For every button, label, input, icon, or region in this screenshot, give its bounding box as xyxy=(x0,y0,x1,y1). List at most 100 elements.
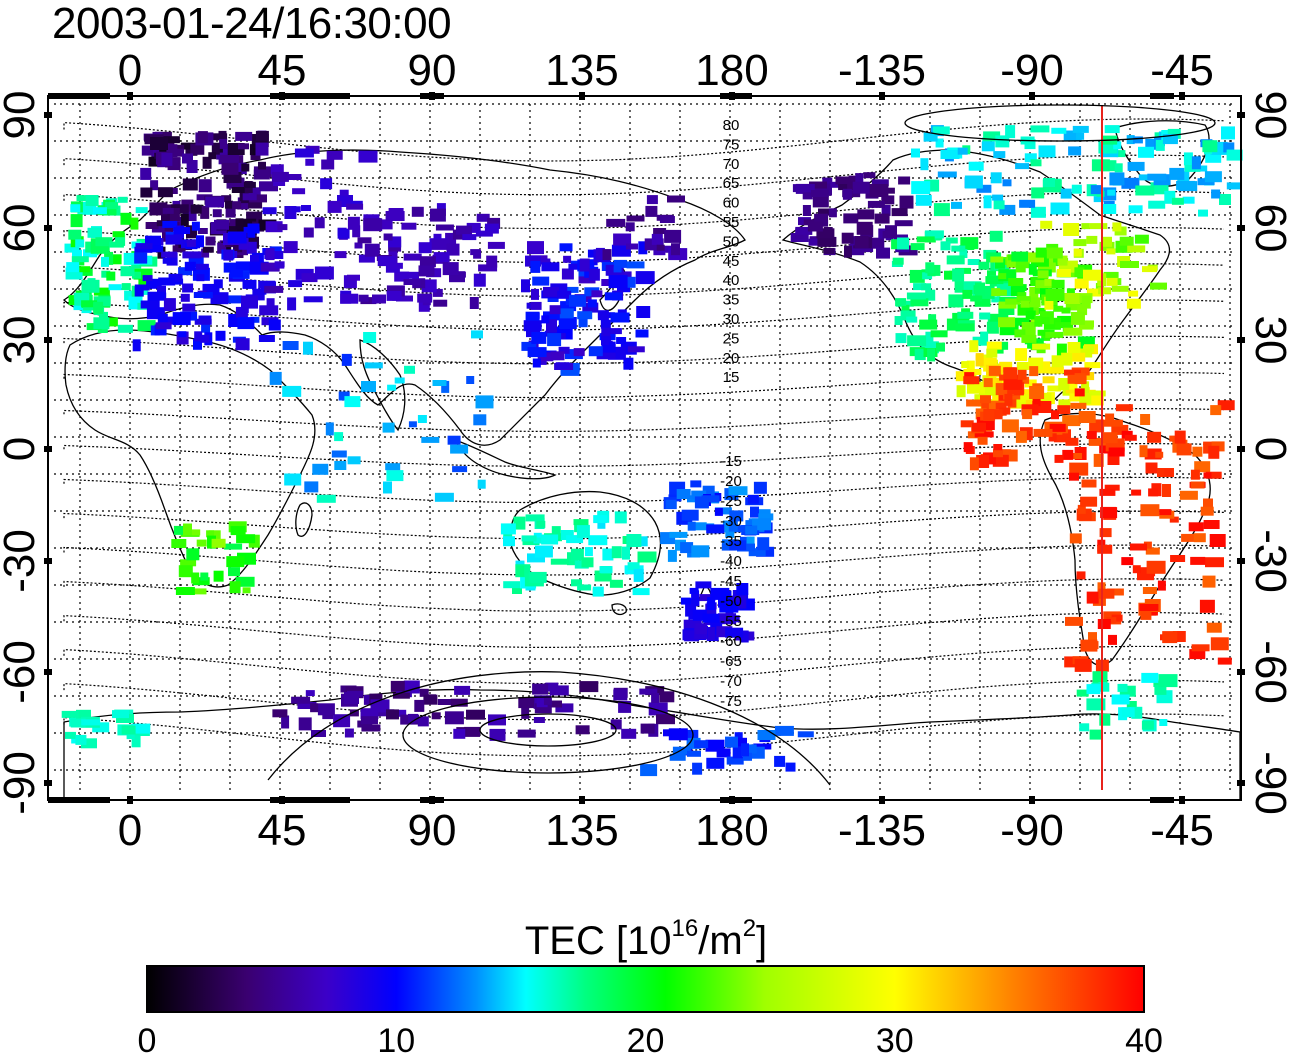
bottom-lon-label: 90 xyxy=(408,806,457,855)
tec-pixel xyxy=(150,137,168,150)
tec-pixel xyxy=(1107,189,1116,196)
tec-pixel xyxy=(530,260,541,273)
tec-pixel xyxy=(1057,405,1071,415)
tec-pixel xyxy=(577,311,593,320)
tec-pixel xyxy=(1145,138,1158,150)
tec-pixel xyxy=(1112,222,1122,232)
tec-pixel xyxy=(898,176,911,185)
tec-pixel xyxy=(876,247,890,259)
tec-pixel xyxy=(616,337,627,344)
tec-pixel xyxy=(449,271,465,283)
tec-pixel xyxy=(795,226,813,235)
tec-pixel xyxy=(235,306,248,318)
tec-pixel xyxy=(241,163,250,172)
tec-pixel xyxy=(1063,223,1080,236)
tec-pixel xyxy=(1029,297,1041,308)
tec-pixel xyxy=(966,360,975,370)
tec-pixel xyxy=(974,295,991,307)
tec-pixel xyxy=(487,217,501,229)
tec-pixel xyxy=(557,290,572,299)
tec-pixel xyxy=(611,546,622,559)
tec-pixel xyxy=(79,266,91,273)
tec-pixel xyxy=(1147,173,1167,181)
top-lon-label: 90 xyxy=(408,46,457,95)
tec-pixel xyxy=(390,680,405,692)
tec-pixel xyxy=(963,442,973,453)
tec-pixel xyxy=(188,257,204,268)
tec-pixel xyxy=(1103,236,1112,247)
tec-pixel xyxy=(229,219,240,227)
coastline-australia xyxy=(509,490,662,596)
tec-pixel xyxy=(1035,247,1049,258)
tec-pixel xyxy=(992,454,1009,467)
left-lat-label: 60 xyxy=(0,204,44,253)
mag-lat-label: -50 xyxy=(720,593,742,610)
tec-pixel xyxy=(1104,484,1120,491)
tec-pixel xyxy=(226,295,243,304)
tec-pixel xyxy=(1205,471,1222,479)
tec-pixel xyxy=(694,740,709,749)
tec-pixel xyxy=(809,181,827,189)
tec-pixel xyxy=(473,414,487,426)
tec-pixel xyxy=(1100,507,1118,519)
frame-tick xyxy=(44,337,52,343)
tec-pixel xyxy=(667,195,685,203)
tec-pixel xyxy=(417,293,433,303)
tec-pixel xyxy=(220,154,240,163)
tec-pixel xyxy=(881,195,895,205)
tec-pixel xyxy=(434,492,454,502)
tec-pixel xyxy=(349,709,359,717)
tec-pixel xyxy=(1101,432,1118,444)
tec-pixel xyxy=(1111,614,1123,622)
tec-pixel xyxy=(194,318,212,325)
tec-pixel xyxy=(200,205,210,219)
tec-pixel xyxy=(182,251,202,259)
tec-pixel xyxy=(237,197,249,210)
tec-pixel xyxy=(694,496,709,509)
tec-pixel xyxy=(823,247,835,254)
tec-pixel xyxy=(206,530,215,538)
tec-pixel xyxy=(212,133,228,141)
tec-pixel xyxy=(695,581,712,589)
tec-pixel xyxy=(231,187,246,193)
left-lat-label: 90 xyxy=(0,91,44,140)
tec-pixel xyxy=(1011,251,1029,262)
tec-pixel xyxy=(1131,489,1142,496)
tec-pixel xyxy=(1145,462,1158,474)
tec-pixel xyxy=(404,365,415,374)
south-pole-contour-mid xyxy=(402,696,694,774)
tec-pixel xyxy=(1086,684,1101,695)
frame-tick xyxy=(44,558,52,564)
tec-pixel xyxy=(1105,413,1115,424)
tec-pixel xyxy=(198,179,212,193)
tec-pixel xyxy=(986,321,999,334)
tec-pixel xyxy=(61,710,79,718)
tec-pixel xyxy=(292,188,306,195)
tec-pixel xyxy=(689,587,699,594)
tec-pixel xyxy=(525,514,545,522)
tec-pixel xyxy=(383,233,393,241)
tec-pixel xyxy=(680,597,691,605)
tec-pixel xyxy=(1117,683,1128,692)
tec-pixel xyxy=(1054,454,1064,463)
tec-pixel xyxy=(221,195,232,203)
tec-pixel xyxy=(541,534,559,545)
tec-pixel xyxy=(304,481,319,493)
tec-pixel xyxy=(108,241,124,248)
tec-pixel xyxy=(157,187,173,198)
tec-pixel xyxy=(76,709,91,721)
tec-pixel xyxy=(685,603,697,617)
tec-pixel xyxy=(1217,400,1235,411)
tec-pixel xyxy=(1176,180,1196,190)
tec-pixel xyxy=(610,719,622,730)
tec-pixel xyxy=(99,311,108,321)
tec-pixel xyxy=(1099,713,1111,726)
colorbar-tick-label: 40 xyxy=(1125,1022,1163,1057)
tec-pixel xyxy=(995,135,1010,148)
tec-pixel xyxy=(200,572,209,581)
tec-pixel xyxy=(1015,348,1028,362)
tec-pixel xyxy=(1203,498,1213,509)
tec-pixel xyxy=(1004,393,1013,406)
bottom-lon-label: 180 xyxy=(695,806,768,855)
tec-pixel xyxy=(414,699,425,712)
